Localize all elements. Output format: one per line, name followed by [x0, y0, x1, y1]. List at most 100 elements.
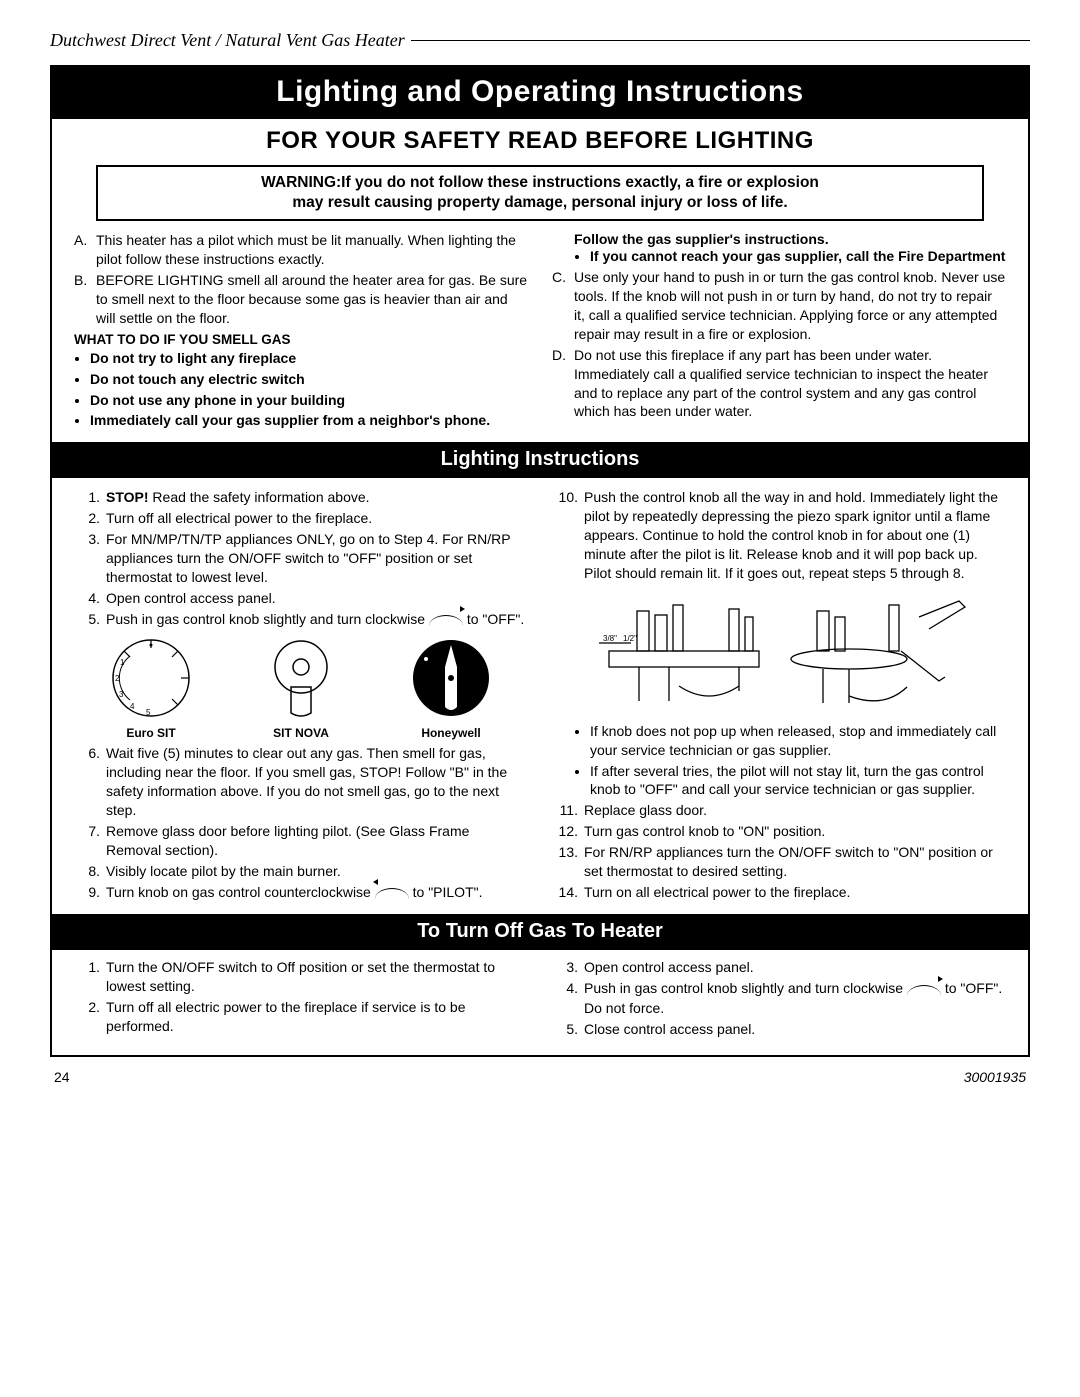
content-box: Lighting and Operating Instructions FOR … [50, 65, 1030, 1057]
warning-line-2: may result causing property damage, pers… [108, 193, 972, 213]
svg-text:●: ● [149, 642, 153, 649]
step11-text: Replace glass door. [584, 801, 707, 820]
off-step-5: 5.Close control access panel. [552, 1020, 1006, 1039]
note-a: If knob does not pop up when released, s… [590, 722, 1006, 760]
note-b: If after several tries, the pilot will n… [590, 762, 1006, 800]
safety-col-left: A. This heater has a pilot which must be… [74, 231, 528, 432]
turnoff-columns: 1.Turn the ON/OFF switch to Off position… [52, 950, 1028, 1054]
step1-text: Read the safety information above. [149, 489, 370, 505]
knob1-label: Euro SIT [110, 726, 192, 740]
safety-text-a: This heater has a pilot which must be li… [96, 231, 528, 269]
safety-title: FOR YOUR SAFETY READ BEFORE LIGHTING [52, 119, 1028, 159]
safety-columns: A. This heater has a pilot which must be… [52, 231, 1028, 442]
warning-box: WARNING:If you do not follow these instr… [96, 165, 984, 221]
svg-text:5: 5 [146, 708, 151, 717]
step6-text: Wait five (5) minutes to clear out any g… [106, 744, 528, 820]
sit-nova-icon [264, 637, 338, 719]
off1-text: Turn the ON/OFF switch to Off position o… [106, 958, 528, 996]
step13-text: For RN/RP appliances turn the ON/OFF swi… [584, 843, 1006, 881]
lighting-col-left: 1.STOP! Read the safety information abov… [74, 488, 528, 904]
safety-col-right: Follow the gas supplier's instructions. … [552, 231, 1006, 432]
off-step-4: 4.Push in gas control knob slightly and … [552, 979, 1006, 1018]
off-step-3: 3.Open control access panel. [552, 958, 1006, 977]
svg-text:3: 3 [119, 690, 124, 699]
page-container: Dutchwest Direct Vent / Natural Vent Gas… [0, 0, 1080, 1105]
follow-supplier: Follow the gas supplier's instructions. [552, 231, 1006, 247]
step-3: 3.For MN/MP/TN/TP appliances ONLY, go on… [74, 530, 528, 587]
step9-post: to "PILOT". [409, 884, 483, 900]
main-title: Lighting and Operating Instructions [52, 67, 1028, 119]
pilot-assembly-icon: 3/8" 1/2" [579, 591, 979, 711]
header-line: Dutchwest Direct Vent / Natural Vent Gas… [50, 30, 1030, 51]
safety-item-b: B. BEFORE LIGHTING smell all around the … [74, 271, 528, 328]
off2-text: Turn off all electric power to the firep… [106, 998, 528, 1036]
knob-sit-nova: SIT NOVA [264, 637, 338, 740]
step3-text: For MN/MP/TN/TP appliances ONLY, go on t… [106, 530, 528, 587]
safety-text-c: Use only your hand to push in or turn th… [574, 268, 1006, 344]
step5-post: to "OFF". [463, 611, 524, 627]
step-10: 10.Push the control knob all the way in … [552, 488, 1006, 582]
step5-pre: Push in gas control knob slightly and tu… [106, 611, 429, 627]
knob-euro-sit: ● 1 2 3 4 5 Euro SIT [110, 637, 192, 740]
honeywell-icon [410, 637, 492, 719]
turnoff-bar: To Turn Off Gas To Heater [52, 914, 1028, 950]
euro-sit-icon: ● 1 2 3 4 5 [110, 637, 192, 719]
step-6: 6.Wait five (5) minutes to clear out any… [74, 744, 528, 820]
off4-pre: Push in gas control knob slightly and tu… [584, 980, 907, 996]
marker-c: C. [552, 268, 574, 344]
cw-arrow-icon [429, 610, 463, 629]
step-13: 13.For RN/RP appliances turn the ON/OFF … [552, 843, 1006, 881]
svg-text:1/2": 1/2" [623, 634, 637, 643]
lighting-bar: Lighting Instructions [52, 442, 1028, 478]
doc-number: 30001935 [964, 1069, 1026, 1085]
smell-bullet-3: Do not use any phone in your building [90, 391, 528, 410]
smell-gas-heading: WHAT TO DO IF YOU SMELL GAS [74, 332, 528, 347]
step9-pre: Turn knob on gas control counterclockwis… [106, 884, 375, 900]
step-2: 2.Turn off all electrical power to the f… [74, 509, 528, 528]
step7-text: Remove glass door before lighting pilot.… [106, 822, 528, 860]
step-4: 4.Open control access panel. [74, 589, 528, 608]
cw-arrow-icon-2 [907, 980, 941, 999]
smell-bullet-2: Do not touch any electric switch [90, 370, 528, 389]
step-1: 1.STOP! Read the safety information abov… [74, 488, 528, 507]
safety-item-d: D. Do not use this fireplace if any part… [552, 346, 1006, 422]
marker-a: A. [74, 231, 96, 269]
step-5: 5.Push in gas control knob slightly and … [74, 610, 528, 630]
off-step-1: 1.Turn the ON/OFF switch to Off position… [74, 958, 528, 996]
safety-text-b: BEFORE LIGHTING smell all around the hea… [96, 271, 528, 328]
knob3-label: Honeywell [410, 726, 492, 740]
marker-d: D. [552, 346, 574, 422]
lighting-col-right: 10.Push the control knob all the way in … [552, 488, 1006, 904]
step2-text: Turn off all electrical power to the fir… [106, 509, 372, 528]
knob-row: ● 1 2 3 4 5 Euro SIT [74, 637, 528, 740]
svg-text:3/8": 3/8" [603, 634, 617, 643]
knob-honeywell: Honeywell [410, 637, 492, 740]
step8-text: Visibly locate pilot by the main burner. [106, 862, 341, 881]
header-rule [411, 40, 1030, 41]
marker-b: B. [74, 271, 96, 328]
product-line-title: Dutchwest Direct Vent / Natural Vent Gas… [50, 30, 405, 51]
cannot-reach: If you cannot reach your gas supplier, c… [590, 247, 1006, 266]
safety-item-a: A. This heater has a pilot which must be… [74, 231, 528, 269]
step-9: 9.Turn knob on gas control counterclockw… [74, 883, 528, 903]
step4-text: Open control access panel. [106, 589, 276, 608]
step14-text: Turn on all electrical power to the fire… [584, 883, 850, 902]
step12-text: Turn gas control knob to "ON" position. [584, 822, 825, 841]
page-number: 24 [54, 1069, 70, 1085]
footer: 24 30001935 [50, 1057, 1030, 1085]
turnoff-col-right: 3.Open control access panel. 4.Push in g… [552, 958, 1006, 1040]
step-7: 7.Remove glass door before lighting pilo… [74, 822, 528, 860]
step-11: 11.Replace glass door. [552, 801, 1006, 820]
safety-text-d: Do not use this fireplace if any part ha… [574, 346, 1006, 422]
smell-bullet-4: Immediately call your gas supplier from … [90, 411, 528, 430]
smell-bullet-1: Do not try to light any fireplace [90, 349, 528, 368]
off5-text: Close control access panel. [584, 1020, 755, 1039]
off3-text: Open control access panel. [584, 958, 754, 977]
lighting-columns: 1.STOP! Read the safety information abov… [52, 478, 1028, 914]
safety-item-c: C. Use only your hand to push in or turn… [552, 268, 1006, 344]
pilot-diagram: 3/8" 1/2" [552, 591, 1006, 714]
step-14: 14.Turn on all electrical power to the f… [552, 883, 1006, 902]
svg-text:4: 4 [130, 702, 135, 711]
ccw-arrow-icon [375, 883, 409, 902]
step-8: 8.Visibly locate pilot by the main burne… [74, 862, 528, 881]
